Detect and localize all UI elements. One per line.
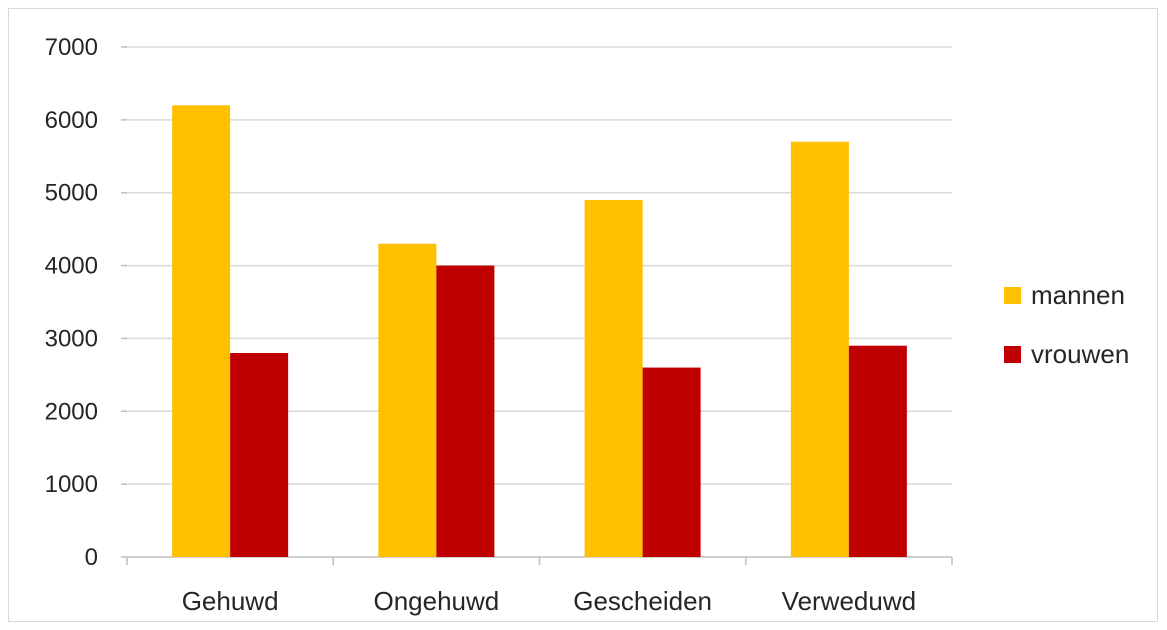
y-tick-label: 0 (85, 544, 98, 571)
legend-label-vrouwen: vrouwen (1031, 339, 1129, 369)
bars (172, 105, 907, 558)
y-axis-ticks: 0 1000 2000 3000 4000 5000 6000 7000 (45, 34, 98, 571)
legend-swatch-mannen (1004, 287, 1021, 304)
bar-vrouwen-gescheiden (642, 367, 701, 557)
bar-mannen-verweduwd (790, 141, 849, 557)
y-tick-label: 3000 (45, 325, 98, 352)
bar-vrouwen-gehuwd (230, 353, 289, 557)
y-tick-label: 7000 (45, 34, 98, 61)
y-tick-label: 4000 (45, 253, 98, 280)
y-tick-label: 1000 (45, 471, 98, 498)
legend-label-mannen: mannen (1031, 280, 1125, 310)
x-tick-label: Ongehuwd (373, 586, 499, 616)
bar-mannen-ongehuwd (378, 243, 437, 557)
legend-swatch-vrouwen (1004, 346, 1021, 363)
x-axis: Gehuwd Ongehuwd Gescheiden Verweduwd (126, 557, 953, 616)
x-tick-label: Gehuwd (182, 586, 279, 616)
y-tick-label: 6000 (45, 107, 98, 134)
y-tick-label: 5000 (45, 180, 98, 207)
bar-mannen-gehuwd (172, 105, 231, 558)
x-tick-label: Gescheiden (573, 586, 712, 616)
x-tick-label: Verweduwd (782, 586, 916, 616)
y-tick-label: 2000 (45, 398, 98, 425)
bar-mannen-gescheiden (584, 200, 643, 557)
legend: mannen vrouwen (1004, 280, 1129, 369)
bar-vrouwen-verweduwd (848, 345, 907, 557)
bar-vrouwen-ongehuwd (436, 265, 495, 557)
